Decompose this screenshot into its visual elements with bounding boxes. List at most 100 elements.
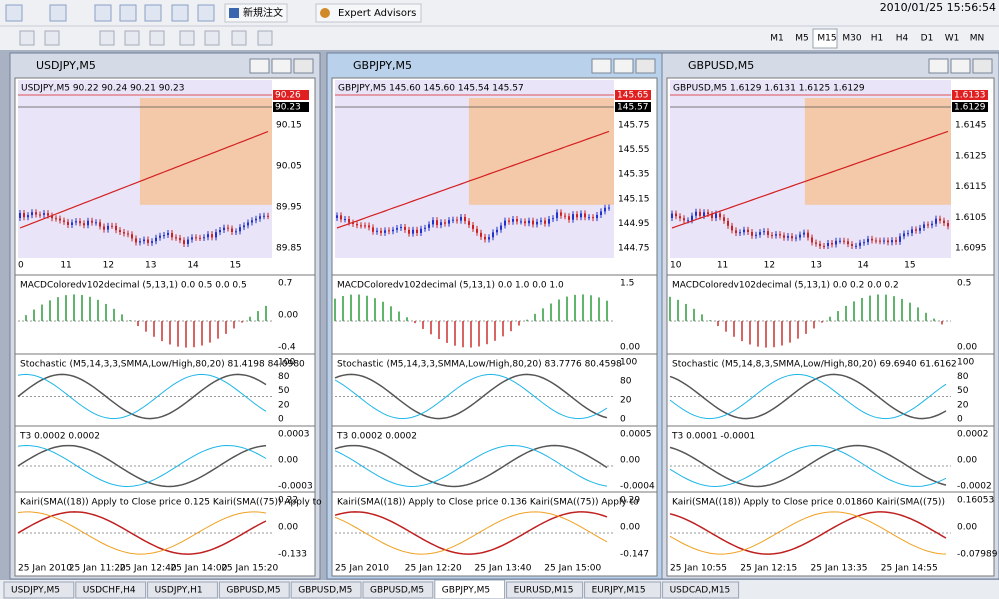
candle-body: [907, 233, 909, 235]
window-button[interactable]: [293, 58, 314, 74]
toolbar-icon: [94, 4, 112, 22]
tab[interactable]: [147, 581, 218, 599]
candle-body: [179, 237, 181, 241]
candle-body: [596, 214, 598, 219]
candle-body: [947, 223, 949, 227]
candle-body: [239, 227, 241, 232]
candle-body: [811, 237, 813, 243]
window-button[interactable]: [591, 58, 612, 74]
tab-label: USDCHF,H4: [83, 586, 136, 596]
timeframe-button[interactable]: H4: [896, 34, 909, 44]
time-label: 25 Jan 10:55: [670, 564, 727, 574]
candle-body: [691, 215, 693, 221]
indicator-line: [17, 373, 267, 420]
timeframe-button[interactable]: M5: [795, 34, 809, 44]
clock: 2010/01/25 15:56:54: [880, 1, 996, 14]
timeframe-button[interactable]: W1: [945, 34, 960, 44]
window-button[interactable]: [249, 58, 270, 74]
tab-label: EURJPY,M15: [592, 586, 646, 596]
expert-advisors-button[interactable]: [315, 3, 422, 23]
drawing-tool[interactable]: [149, 30, 165, 46]
timeframe-button[interactable]: M1: [770, 34, 784, 44]
time-row-label: 15: [904, 261, 915, 271]
drawing-tool[interactable]: [19, 30, 35, 46]
tab[interactable]: [3, 581, 75, 599]
candle-body: [131, 234, 133, 239]
symbol-info: GBPUSD,M5 1.6129 1.6131 1.6125 1.6129: [673, 84, 865, 94]
indicator-line: [334, 373, 608, 420]
panel-tick: 0.0003: [278, 430, 310, 440]
price-tick: 144.75: [618, 244, 650, 254]
panel-tick: -0.0002: [957, 482, 992, 492]
timeframe-button[interactable]: D1: [921, 34, 934, 44]
time-row-label: 11: [60, 261, 71, 271]
candle-body: [819, 243, 821, 246]
timeframe-button[interactable]: M15: [817, 34, 836, 44]
candle-body: [851, 244, 853, 246]
tab[interactable]: [662, 581, 740, 599]
window-title: USDJPY,M5: [36, 59, 96, 72]
candle-body: [496, 229, 498, 233]
candle-body: [376, 230, 378, 232]
window-button[interactable]: [928, 58, 949, 74]
time-label: 25 Jan 12:15: [740, 564, 797, 574]
timeframe-button[interactable]: M30: [842, 34, 861, 44]
price-tick: 89.85: [276, 244, 302, 254]
candle-body: [348, 218, 350, 223]
tab[interactable]: [584, 581, 662, 599]
panel-tick: 0.00: [957, 343, 977, 353]
tab-label: GBPUSD,M5: [298, 586, 352, 596]
candle-body: [855, 245, 857, 247]
time-row-label: 15: [230, 261, 241, 271]
window-button[interactable]: [635, 58, 656, 74]
window-button[interactable]: [271, 58, 292, 74]
candle-body: [771, 235, 773, 237]
drawing-tool[interactable]: [204, 30, 220, 46]
tab[interactable]: [218, 581, 290, 599]
candle-body: [187, 239, 189, 244]
new-order-button[interactable]: [224, 3, 288, 23]
price-tick: 145.15: [618, 194, 650, 204]
drawing-tool[interactable]: [231, 30, 247, 46]
drawing-tool[interactable]: [99, 30, 115, 46]
drawing-tool[interactable]: [44, 30, 60, 46]
window-button[interactable]: [950, 58, 971, 74]
timeframe-button[interactable]: MN: [970, 34, 985, 44]
panel-label: Kairi(SMA((18)) Apply to Close price 0.1…: [337, 498, 639, 508]
candle-body: [372, 227, 374, 232]
indicator-line: [334, 444, 608, 488]
price-tag: [615, 90, 651, 100]
candle-body: [227, 227, 229, 229]
drawing-tool[interactable]: [124, 30, 140, 46]
candle-body: [923, 224, 925, 228]
time-label: 25 Jan 14:00: [170, 564, 227, 574]
candle-body: [392, 229, 394, 232]
candle-body: [67, 221, 69, 225]
candle-body: [404, 226, 406, 230]
candle-body: [500, 225, 502, 230]
tab-label: USDJPY,M5: [11, 586, 60, 596]
tab[interactable]: [290, 581, 362, 599]
window-button[interactable]: [972, 58, 993, 74]
panel-tick: 100: [957, 358, 974, 368]
candle-body: [464, 216, 466, 222]
candle-body: [368, 225, 370, 228]
candle-body: [79, 221, 81, 224]
tab[interactable]: [434, 579, 506, 599]
tab[interactable]: [75, 581, 147, 599]
window-button[interactable]: [613, 58, 634, 74]
tab-label: GBPUSD,M5: [370, 586, 424, 596]
tab[interactable]: [506, 581, 584, 599]
drawing-tool[interactable]: [257, 30, 273, 46]
candle-body: [524, 221, 526, 224]
candle-body: [163, 235, 165, 237]
drawing-tool[interactable]: [179, 30, 195, 46]
candle-body: [807, 232, 809, 238]
candle-body: [219, 230, 221, 233]
candle-body: [448, 220, 450, 224]
candle-body: [915, 229, 917, 231]
indicator-line: [669, 444, 947, 488]
tab[interactable]: [362, 581, 434, 599]
candle-body: [87, 220, 89, 226]
timeframe-button[interactable]: H1: [871, 34, 884, 44]
